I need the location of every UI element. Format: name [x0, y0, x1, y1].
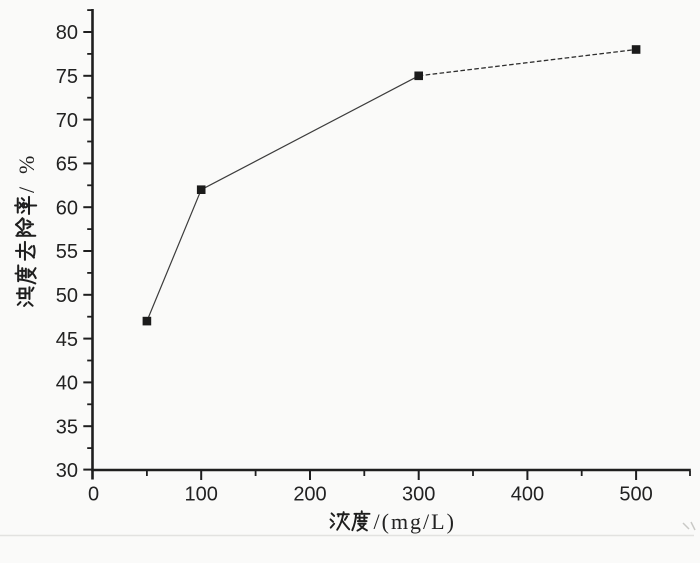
svg-text:60: 60	[56, 197, 78, 219]
svg-text:%: %	[14, 156, 39, 174]
svg-text:200: 200	[293, 484, 326, 506]
svg-text:35: 35	[56, 416, 78, 438]
svg-text:0: 0	[88, 484, 99, 506]
svg-text:/: /	[14, 186, 39, 193]
svg-text:300: 300	[402, 484, 435, 506]
svg-text:80: 80	[56, 22, 78, 44]
svg-text:400: 400	[511, 484, 544, 506]
svg-text:70: 70	[56, 110, 78, 132]
svg-text:50: 50	[56, 285, 78, 307]
svg-text:45: 45	[56, 329, 78, 351]
svg-text:100: 100	[185, 484, 218, 506]
svg-text:65: 65	[56, 154, 78, 176]
svg-text:500: 500	[619, 484, 652, 506]
svg-text:75: 75	[56, 66, 78, 88]
svg-text:40: 40	[56, 373, 78, 395]
svg-text:30: 30	[56, 460, 78, 482]
svg-text:55: 55	[56, 241, 78, 263]
svg-text:/(mg/L): /(mg/L)	[374, 509, 456, 534]
